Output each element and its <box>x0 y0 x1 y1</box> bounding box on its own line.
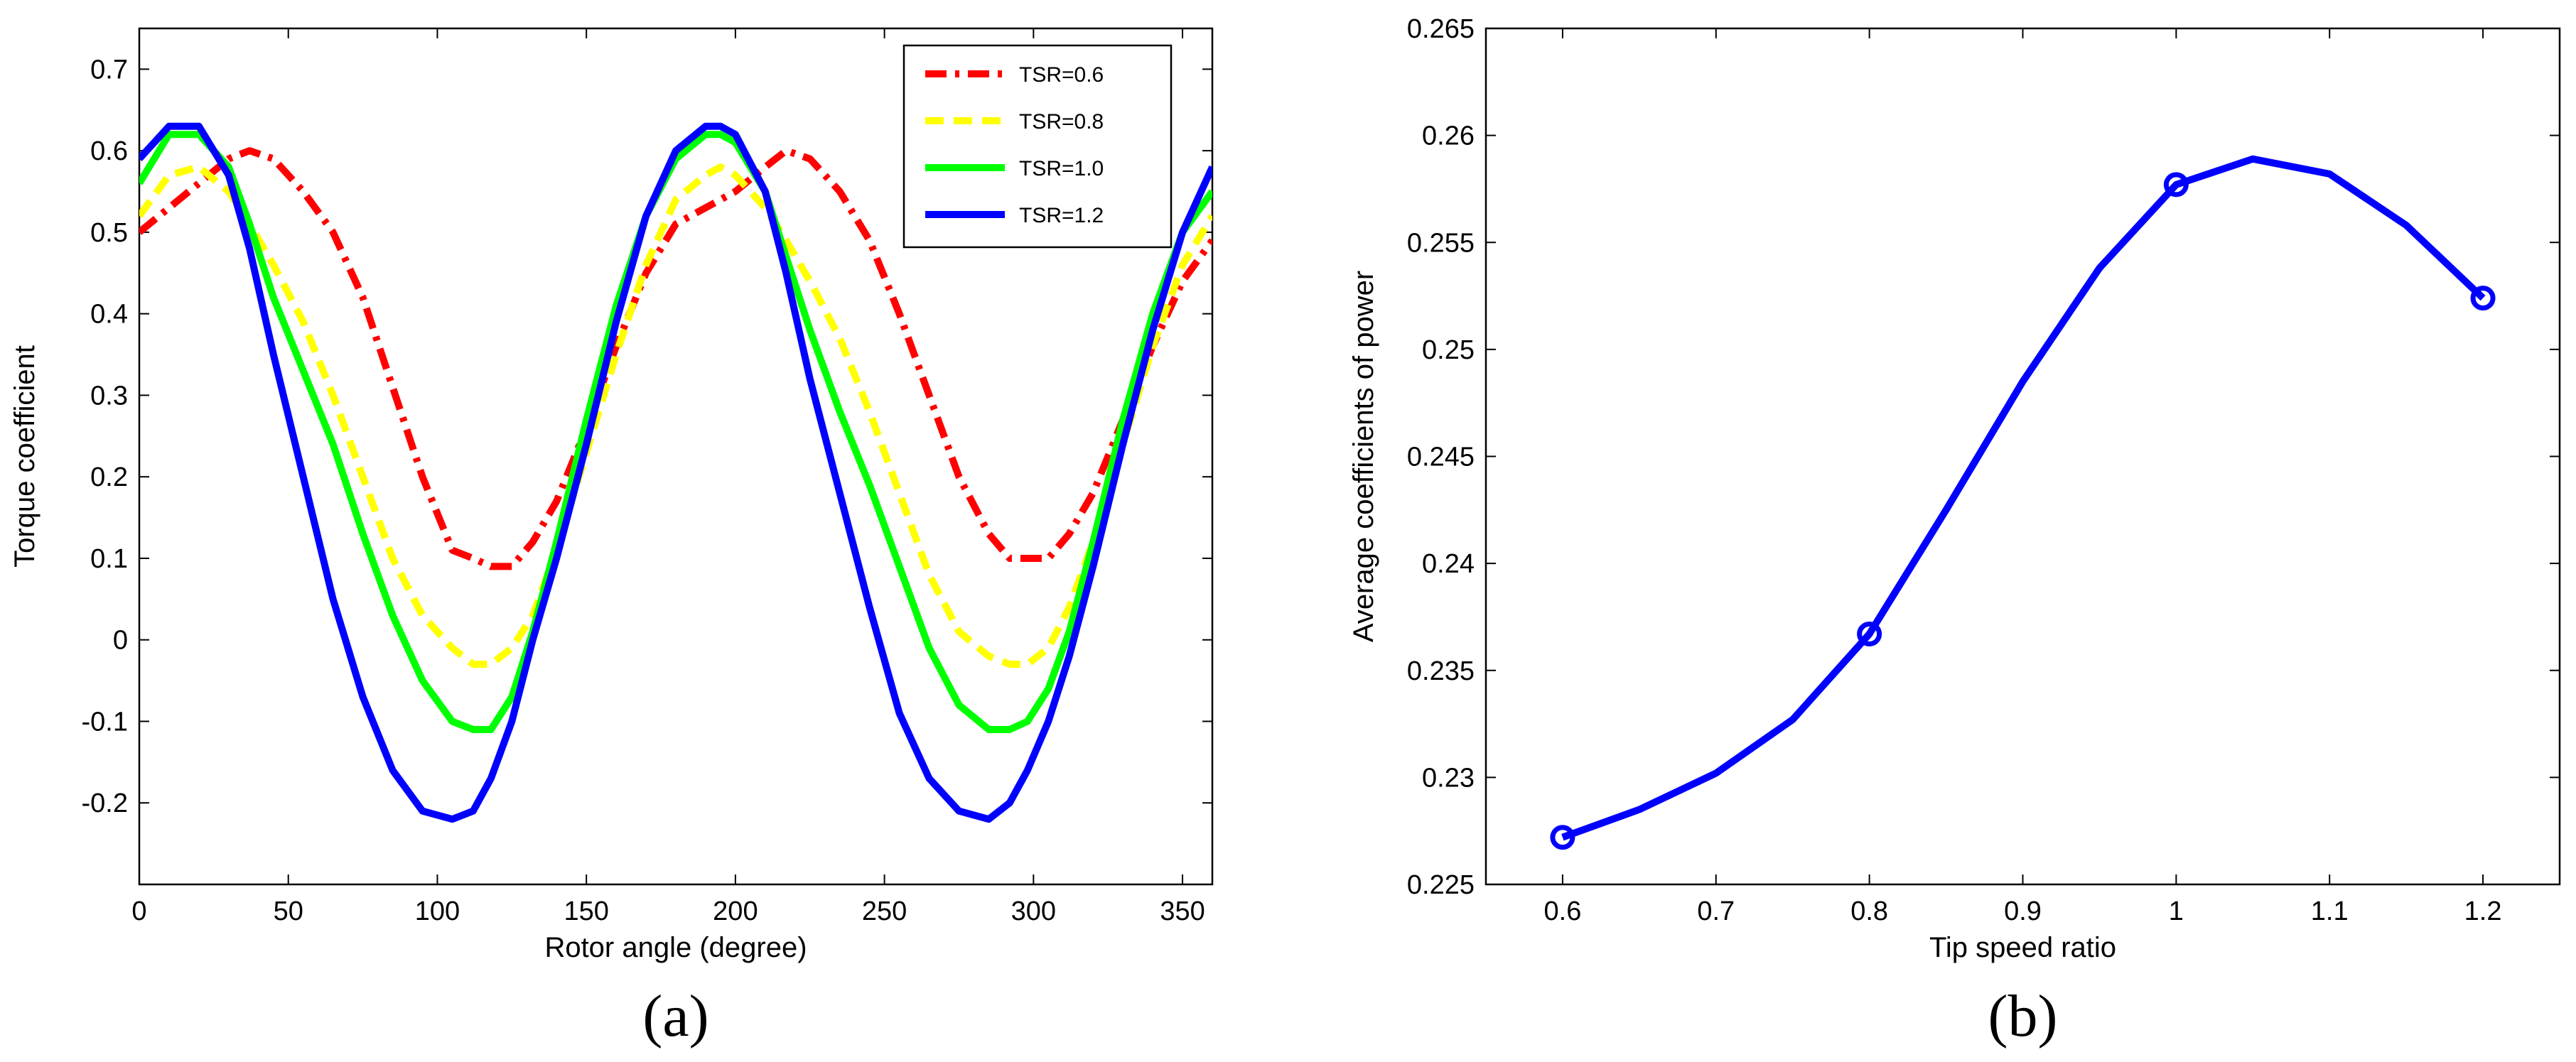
x-tick-label: 0.9 <box>2004 896 2042 926</box>
y-tick-label: 0.235 <box>1407 656 1475 686</box>
x-tick-label: 300 <box>1011 896 1056 926</box>
x-tick-label: 0.7 <box>1697 896 1735 926</box>
x-tick-label: 0 <box>131 896 146 926</box>
figure-caption: (a) <box>642 983 708 1049</box>
y-tick-label: -0.1 <box>82 707 128 737</box>
x-tick-label: 350 <box>1160 896 1205 926</box>
series-line-tsr-1-0 <box>139 131 1212 733</box>
x-tick-label: 0.6 <box>1544 896 1582 926</box>
y-tick-label: 0.24 <box>1422 549 1475 579</box>
series-line-tsr-0-8 <box>139 163 1212 668</box>
plot-frame <box>1484 27 2561 886</box>
y-tick-label: 0.2 <box>90 462 128 492</box>
x-tick-label: 200 <box>713 896 758 926</box>
figure-caption: (b) <box>1988 983 2058 1049</box>
x-tick-label: 1.2 <box>2464 896 2502 926</box>
y-tick-label: 0.245 <box>1407 443 1475 472</box>
series-line-tsr-1-2 <box>139 122 1212 823</box>
y-tick-label: 0.6 <box>90 136 128 166</box>
x-tick-label: 100 <box>415 896 460 926</box>
x-tick-label: 50 <box>274 896 303 926</box>
x-axis-label: Tip speed ratio <box>1929 932 2116 963</box>
y-tick-label: 0.225 <box>1407 870 1475 900</box>
data-point-marker <box>2163 172 2189 197</box>
y-tick-label: 0.1 <box>90 544 128 574</box>
legend-label: TSR=0.6 <box>1019 63 1104 87</box>
legend-label: TSR=1.2 <box>1019 204 1104 227</box>
data-point-marker <box>1550 825 1575 850</box>
y-tick-label: 0.265 <box>1407 14 1475 44</box>
chart-a: 0 50 100 150 200 250 300 350 -0.2 -0.1 0 0.1 0.2 0.3 0… <box>9 27 1214 1049</box>
chart-b: 0.6 0.7 0.8 0.9 1 1.1 1.2 0.225 0.23 0.235 0.24 0.2… <box>1348 14 2561 1049</box>
x-tick-label: 1.1 <box>2311 896 2349 926</box>
y-tick-label: 0.25 <box>1422 335 1475 365</box>
power-curve-line <box>1561 155 2486 841</box>
x-axis-label: Rotor angle (degree) <box>544 932 807 963</box>
x-tick-label: 150 <box>564 896 608 926</box>
y-tick-label: 0.26 <box>1422 121 1475 151</box>
y-axis-label: Torque coefficient <box>9 345 41 568</box>
y-tick-label: 0 <box>113 626 128 656</box>
legend-box <box>902 44 1173 249</box>
y-tick-label: 0.3 <box>90 381 128 411</box>
y-tick-label: 0.5 <box>90 218 128 248</box>
y-tick-label: 0.255 <box>1407 228 1475 258</box>
y-tick-label: 0.7 <box>90 55 128 85</box>
series-line-tsr-0-6 <box>139 147 1212 570</box>
y-tick-label: 0.23 <box>1422 763 1475 793</box>
y-axis-label: Average coefficients of power <box>1348 271 1379 642</box>
data-point-marker <box>2470 286 2496 311</box>
x-tick-label: 250 <box>862 896 907 926</box>
legend-label: TSR=0.8 <box>1019 110 1104 134</box>
data-point-marker <box>1857 622 1882 647</box>
x-tick-label: 1 <box>2169 896 2184 926</box>
legend-label: TSR=1.0 <box>1019 157 1104 180</box>
y-tick-label: 0.4 <box>90 300 128 330</box>
y-tick-label: -0.2 <box>82 789 128 818</box>
x-tick-label: 0.8 <box>1850 896 1888 926</box>
legend: TSR=0.6 TSR=0.8 TSR=1.0 TSR=1.2 <box>902 44 1173 249</box>
